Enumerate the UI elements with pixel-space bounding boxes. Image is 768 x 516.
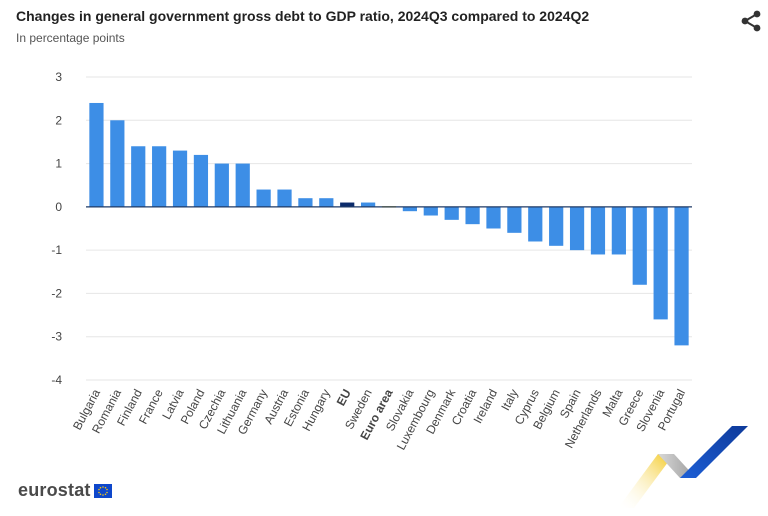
bar-austria[interactable]: [277, 189, 292, 207]
bar-lithuania[interactable]: [235, 163, 250, 207]
bar-france[interactable]: [152, 146, 167, 207]
y-tick-label: -1: [51, 243, 62, 257]
bar-eu[interactable]: [340, 202, 355, 207]
decorative-swoosh: [610, 420, 760, 515]
y-tick-label: 1: [55, 157, 62, 171]
bar-germany[interactable]: [256, 189, 271, 207]
bar-ireland[interactable]: [486, 206, 501, 229]
bars: [89, 102, 689, 346]
bar-greece[interactable]: [632, 206, 647, 285]
bar-portugal[interactable]: [674, 206, 689, 346]
bar-czechia[interactable]: [214, 163, 229, 207]
bar-hungary[interactable]: [319, 198, 334, 207]
bar-estonia[interactable]: [298, 198, 313, 207]
bar-netherlands[interactable]: [590, 206, 606, 255]
bar-belgium[interactable]: [549, 206, 564, 246]
y-tick-label: 3: [55, 70, 62, 84]
bar-slovenia[interactable]: [653, 206, 668, 320]
bar-malta[interactable]: [611, 206, 626, 255]
y-tick-label: 2: [55, 113, 62, 127]
y-tick-label: -2: [51, 286, 62, 300]
chart-subtitle: In percentage points: [16, 31, 125, 45]
y-tick-label: -4: [51, 373, 62, 387]
eurostat-logo: eurostat: [18, 480, 112, 501]
y-tick-labels: 3 2 1 0 -1 -2 -3 -4: [51, 70, 62, 387]
bar-romania[interactable]: [110, 120, 125, 207]
bar-poland[interactable]: [193, 154, 209, 207]
bar-spain[interactable]: [569, 206, 585, 251]
bar-latvia[interactable]: [172, 150, 188, 207]
y-tick-label: -3: [51, 330, 62, 344]
bar-cyprus[interactable]: [528, 206, 543, 242]
bar-sweden[interactable]: [360, 202, 376, 207]
eu-flag-icon: [93, 483, 112, 498]
chart-title: Changes in general government gross debt…: [16, 8, 590, 24]
bar-bulgaria[interactable]: [89, 102, 104, 207]
bar-luxembourg[interactable]: [423, 206, 438, 216]
bar-finland[interactable]: [131, 146, 146, 207]
x-tick-label: EU: [334, 387, 354, 408]
bar-slovakia[interactable]: [402, 206, 418, 212]
logo-text: eurostat: [18, 480, 91, 500]
bar-italy[interactable]: [507, 206, 522, 233]
y-tick-label: 0: [55, 200, 62, 214]
x-tick-labels: BulgariaRomaniaFinlandFranceLatviaPoland…: [70, 386, 688, 452]
bar-croatia[interactable]: [465, 206, 480, 225]
bar-denmark[interactable]: [444, 206, 459, 220]
bar-chart: 3 2 1 0 -1 -2 -3 -4 BulgariaRomaniaFinlandFranc…: [51, 70, 692, 452]
share-icon[interactable]: [738, 8, 764, 34]
